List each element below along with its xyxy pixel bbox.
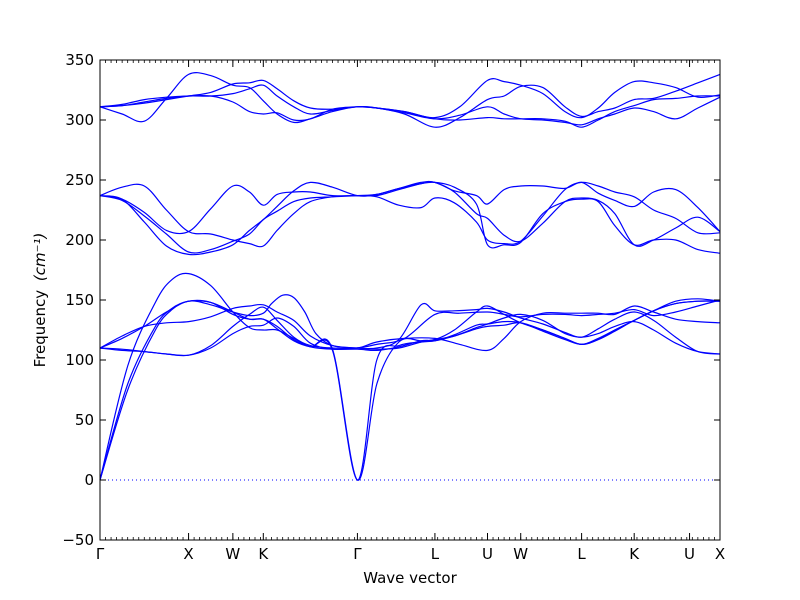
y-axis-ticks: −50 0 50 100 150 200 250 300 350	[62, 51, 720, 549]
y-tick-label: 150	[65, 291, 94, 309]
band-line-12	[99, 84, 721, 126]
band-line-11	[99, 181, 721, 254]
band-line-3	[99, 299, 721, 481]
series-layer	[99, 72, 721, 481]
x-tick-label: L	[577, 545, 586, 563]
x-tick-label: X	[183, 545, 193, 563]
band-line-15	[99, 79, 721, 128]
band-line-5	[99, 299, 721, 357]
y-tick-label: 350	[65, 51, 94, 69]
x-tick-label: U	[482, 545, 493, 563]
x-tick-label: W	[513, 545, 528, 563]
x-axis-label: Wave vector	[363, 569, 457, 587]
y-tick-label: 250	[65, 171, 94, 189]
x-tick-label: Γ	[353, 545, 362, 563]
y-tick-label: 0	[84, 471, 94, 489]
x-tick-label: K	[258, 545, 269, 563]
band-line-14	[99, 72, 721, 128]
band-line-10	[99, 180, 721, 256]
x-tick-label: U	[684, 545, 695, 563]
band-line-2	[99, 300, 721, 481]
band-line-8	[99, 181, 721, 248]
y-axis-label: Frequency (cm⁻¹)	[31, 233, 49, 368]
y-tick-label: −50	[62, 531, 94, 549]
y-tick-label: 100	[65, 351, 94, 369]
y-tick-label: 50	[75, 411, 94, 429]
y-tick-label: 300	[65, 111, 94, 129]
y-axis-label-unit: (cm⁻¹)	[31, 233, 49, 282]
y-axis-label-text: Frequency	[31, 290, 49, 368]
x-tick-label: X	[715, 545, 725, 563]
y-tick-label: 200	[65, 231, 94, 249]
x-tick-label: W	[225, 545, 240, 563]
x-tick-label: K	[629, 545, 640, 563]
band-line-9	[99, 181, 721, 245]
x-tick-label: L	[431, 545, 440, 563]
band-line-1	[99, 272, 721, 481]
band-line-7	[99, 294, 721, 355]
band-line-6	[99, 302, 721, 355]
x-tick-label: Γ	[96, 545, 105, 563]
